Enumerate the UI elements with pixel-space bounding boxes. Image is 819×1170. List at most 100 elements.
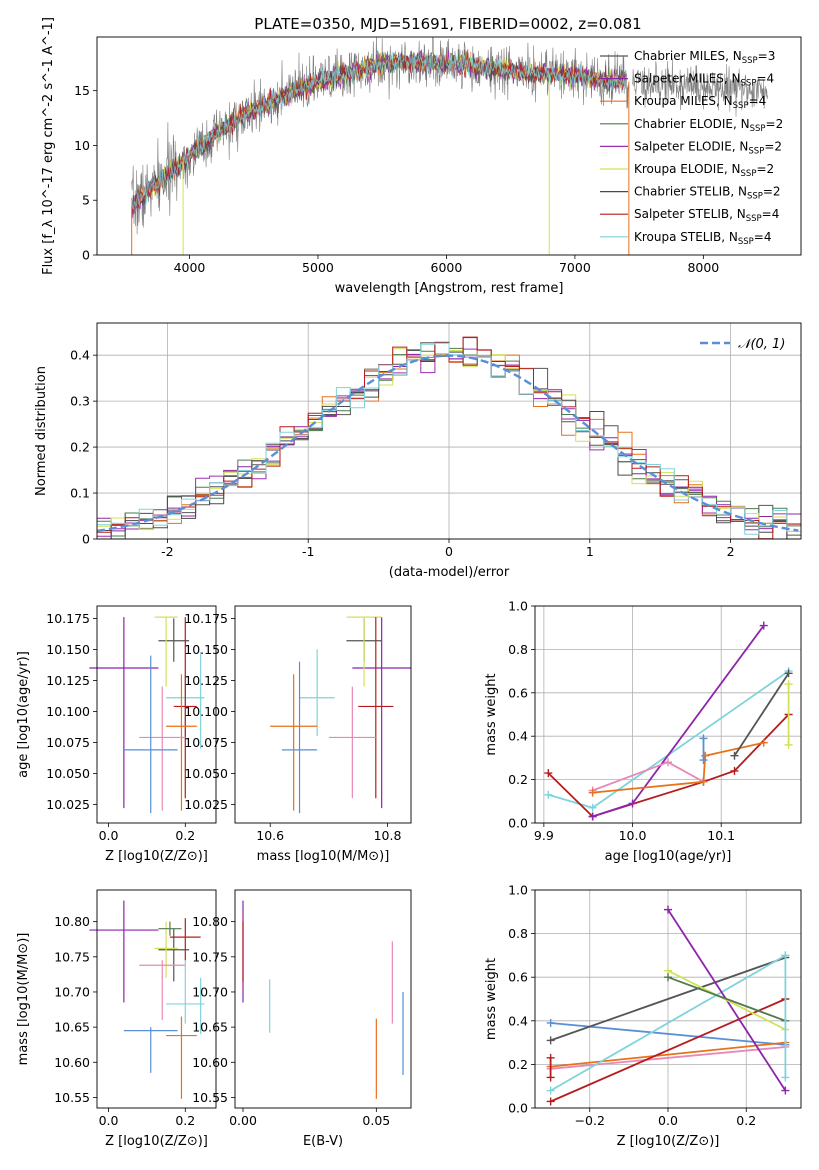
weight-line (592, 624, 765, 818)
legend-label: Chabrier ELODIE, NSSP=2 (634, 117, 783, 134)
mass_vs_ebv-axes: 0.00 0.05 10.55 10.60 10.65 10.70 10.75 10.80 E(… (192, 914, 390, 1149)
y-tick-label: 0.1 (70, 486, 90, 501)
y-tick-label: 0.8 (508, 926, 528, 941)
y-tick-label: 10.125 (184, 673, 228, 688)
weight-line (667, 969, 786, 1031)
errorbar-point (328, 686, 376, 799)
weight-marker (784, 669, 793, 678)
weight-line (550, 1041, 786, 1068)
errorbar-point (270, 674, 318, 811)
y-tick-label: 10.075 (46, 735, 90, 750)
y-tick-label: 10.55 (54, 1090, 90, 1105)
age_vs_mass-errorbars (270, 616, 411, 814)
legend-label: Salpeter STELIB, NSSP=4 (634, 207, 779, 224)
y-tick-label: 0.3 (70, 394, 90, 409)
x-tick-label: 2 (727, 544, 735, 559)
y-tick-label: 10.175 (184, 611, 228, 626)
x-tick-label: 0 (445, 544, 453, 559)
weight-marker (730, 766, 739, 775)
weight-line (667, 976, 786, 1022)
errorbar-point (154, 616, 178, 687)
errorbar-point (139, 686, 186, 811)
x-tick-label: 5000 (302, 260, 334, 275)
weight-line (733, 672, 790, 757)
y-tick-label: 1.0 (508, 883, 528, 898)
age_vs_Z-frame (96, 605, 217, 824)
x-tick-label: 10.0 (619, 828, 647, 843)
residuals-legend: 𝒩(0, 1) (700, 337, 785, 352)
age_vs_mass-axes: 10.6 10.8 10.025 10.050 10.075 10.100 10.125 10… (184, 611, 401, 864)
normal-curve (97, 354, 799, 533)
histogram-series (97, 342, 801, 535)
y-tick-label: 10 (74, 138, 90, 153)
weight_vs_Z-axes: −0.2 0.0 0.2 0.0 0.2 0.4 0.6 0.8 1.0 Z [log10(Z/Z… (484, 883, 801, 1149)
age_vs_mass-x-label: mass [log10(M/M⊙)] (257, 849, 390, 864)
spectrum-lines (131, 37, 768, 255)
y-tick-label: 10.75 (192, 949, 228, 964)
y-tick-label: 0.2 (508, 1057, 528, 1072)
x-tick-label: 0.0 (99, 1113, 119, 1128)
errorbar-point (281, 661, 318, 814)
weight-marker (546, 1073, 555, 1082)
mass_vs_Z-frame (96, 889, 217, 1109)
y-tick-label: 0.2 (70, 440, 90, 455)
x-tick-label: -1 (302, 544, 314, 559)
x-tick-label: 1 (586, 544, 594, 559)
y-tick-label: 10.100 (46, 704, 90, 719)
weight-marker (781, 951, 790, 960)
x-tick-label: 0.00 (229, 1113, 257, 1128)
weight_vs_Z-frame (534, 889, 802, 1109)
errorbar-point (352, 617, 411, 809)
legend-label: Kroupa STELIB, NSSP=4 (634, 230, 772, 247)
weight-marker (699, 734, 708, 743)
weight_vs_age-lines (544, 621, 793, 821)
y-tick-label: 10.80 (54, 914, 90, 929)
y-tick-label: 10.100 (184, 704, 228, 719)
x-tick-label: 10.8 (374, 828, 402, 843)
age_vs_Z-errorbars (89, 616, 205, 814)
mass_vs_ebv-x-label: E(B-V) (303, 1134, 343, 1149)
y-tick-label: 0.6 (508, 970, 528, 985)
y-tick-label: 0.4 (508, 729, 528, 744)
x-tick-label: 0.0 (658, 1113, 678, 1128)
x-tick-label: 4000 (174, 260, 206, 275)
errorbar-point (299, 649, 335, 737)
y-tick-label: 10.050 (46, 766, 90, 781)
age_vs_Z-axes: 0.0 0.2 10.025 10.050 10.075 10.100 10.125 10.1… (16, 611, 208, 864)
x-tick-label: 0.2 (175, 828, 195, 843)
weight_vs_age-y-label: mass weight (484, 673, 499, 755)
weight-marker (546, 1086, 555, 1095)
model-fit-line (131, 51, 627, 210)
weight-line (550, 998, 786, 1103)
y-tick-label: 10.025 (46, 797, 90, 812)
mass_vs_ebv-errorbars (242, 900, 404, 1099)
legend-label: Kroupa ELODIE, NSSP=2 (634, 162, 774, 179)
model-fit-line (131, 49, 627, 213)
weight-marker (544, 769, 553, 778)
weight-marker (628, 799, 637, 808)
x-tick-label: 7000 (559, 260, 591, 275)
x-tick-label: 6000 (431, 260, 463, 275)
weight-marker (664, 758, 672, 767)
weight-marker (546, 1036, 555, 1045)
weight-marker (544, 790, 553, 799)
y-tick-label: 10.55 (192, 1090, 228, 1105)
errorbar-point (154, 921, 178, 978)
legend-label: Salpeter MILES, NSSP=4 (634, 72, 774, 89)
y-tick-label: 0.2 (508, 772, 528, 787)
mass_vs_Z-y-label: mass [log10(M/M⊙)] (16, 933, 31, 1066)
errorbar-point (166, 674, 197, 811)
spectrum-legend: Chabrier MILES, NSSP=3 Salpeter MILES, NS… (600, 49, 783, 247)
weight-line (550, 954, 786, 1092)
legend-label: Kroupa MILES, NSSP=4 (634, 94, 766, 111)
residuals-y-label: Normed distribution (34, 366, 49, 496)
weight-marker (784, 680, 793, 689)
x-tick-label: −0.2 (575, 1113, 605, 1128)
y-tick-label: 10.125 (46, 673, 90, 688)
spectrum-title: PLATE=0350, MJD=51691, FIBERID=0002, z=0… (254, 15, 641, 33)
x-tick-label: 9.9 (534, 828, 554, 843)
y-tick-label: 10.70 (54, 984, 90, 999)
errorbar-point (139, 960, 186, 1021)
y-tick-label: 10.150 (46, 642, 90, 657)
